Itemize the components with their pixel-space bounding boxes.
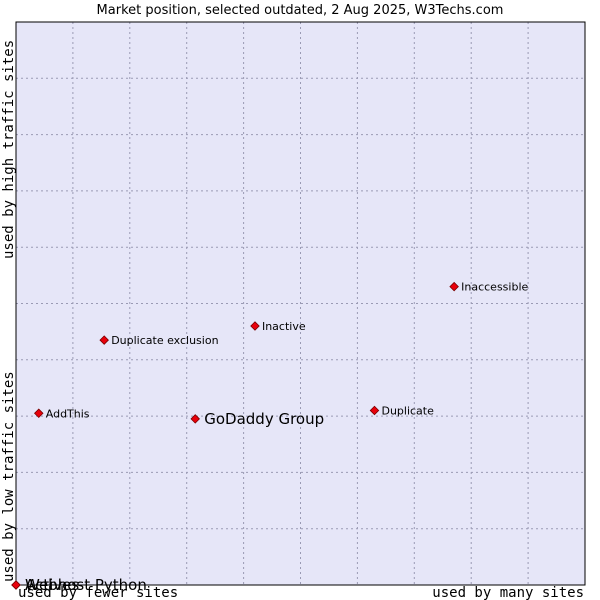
point-label: Webhost Python [25, 576, 147, 594]
data-point: Duplicate exclusion [99, 334, 219, 347]
point-marker [99, 335, 109, 345]
plot-border [15, 21, 586, 586]
data-point: Inactive [250, 320, 306, 333]
x-axis-label-left: used by fewer sites [18, 585, 178, 600]
chart-title: Market position, selected outdated, 2 Au… [97, 3, 504, 18]
point-label: Inactive [262, 320, 306, 333]
data-point: Inaccessible [449, 281, 529, 294]
point-marker [190, 414, 201, 424]
point-label: AddThis [46, 407, 90, 420]
point-marker [11, 580, 21, 590]
point-marker [250, 321, 260, 331]
point-label: Duplicate [381, 404, 434, 417]
data-point: GoDaddy Group [190, 410, 324, 428]
grid [16, 22, 585, 585]
point-marker [449, 281, 459, 292]
point-label: GoDaddy Group [204, 410, 324, 428]
point-label: Actives [25, 576, 79, 594]
point-label: Duplicate exclusion [111, 334, 218, 347]
point-marker [33, 408, 44, 419]
point-label: Inaccessible [461, 281, 528, 294]
data-point: Actives [11, 576, 79, 594]
y-axis-label-top: used by high traffic sites [1, 40, 17, 259]
data-point: AddThis [33, 407, 90, 420]
y-axis-label-bottom: used by low traffic sites [1, 371, 17, 582]
x-axis-label-right: used by many sites [432, 585, 584, 600]
data-point: Duplicate [369, 404, 434, 417]
point-marker [369, 405, 380, 416]
data-points: Inaccessible Inactive Duplicate exclusion A… [11, 281, 529, 594]
